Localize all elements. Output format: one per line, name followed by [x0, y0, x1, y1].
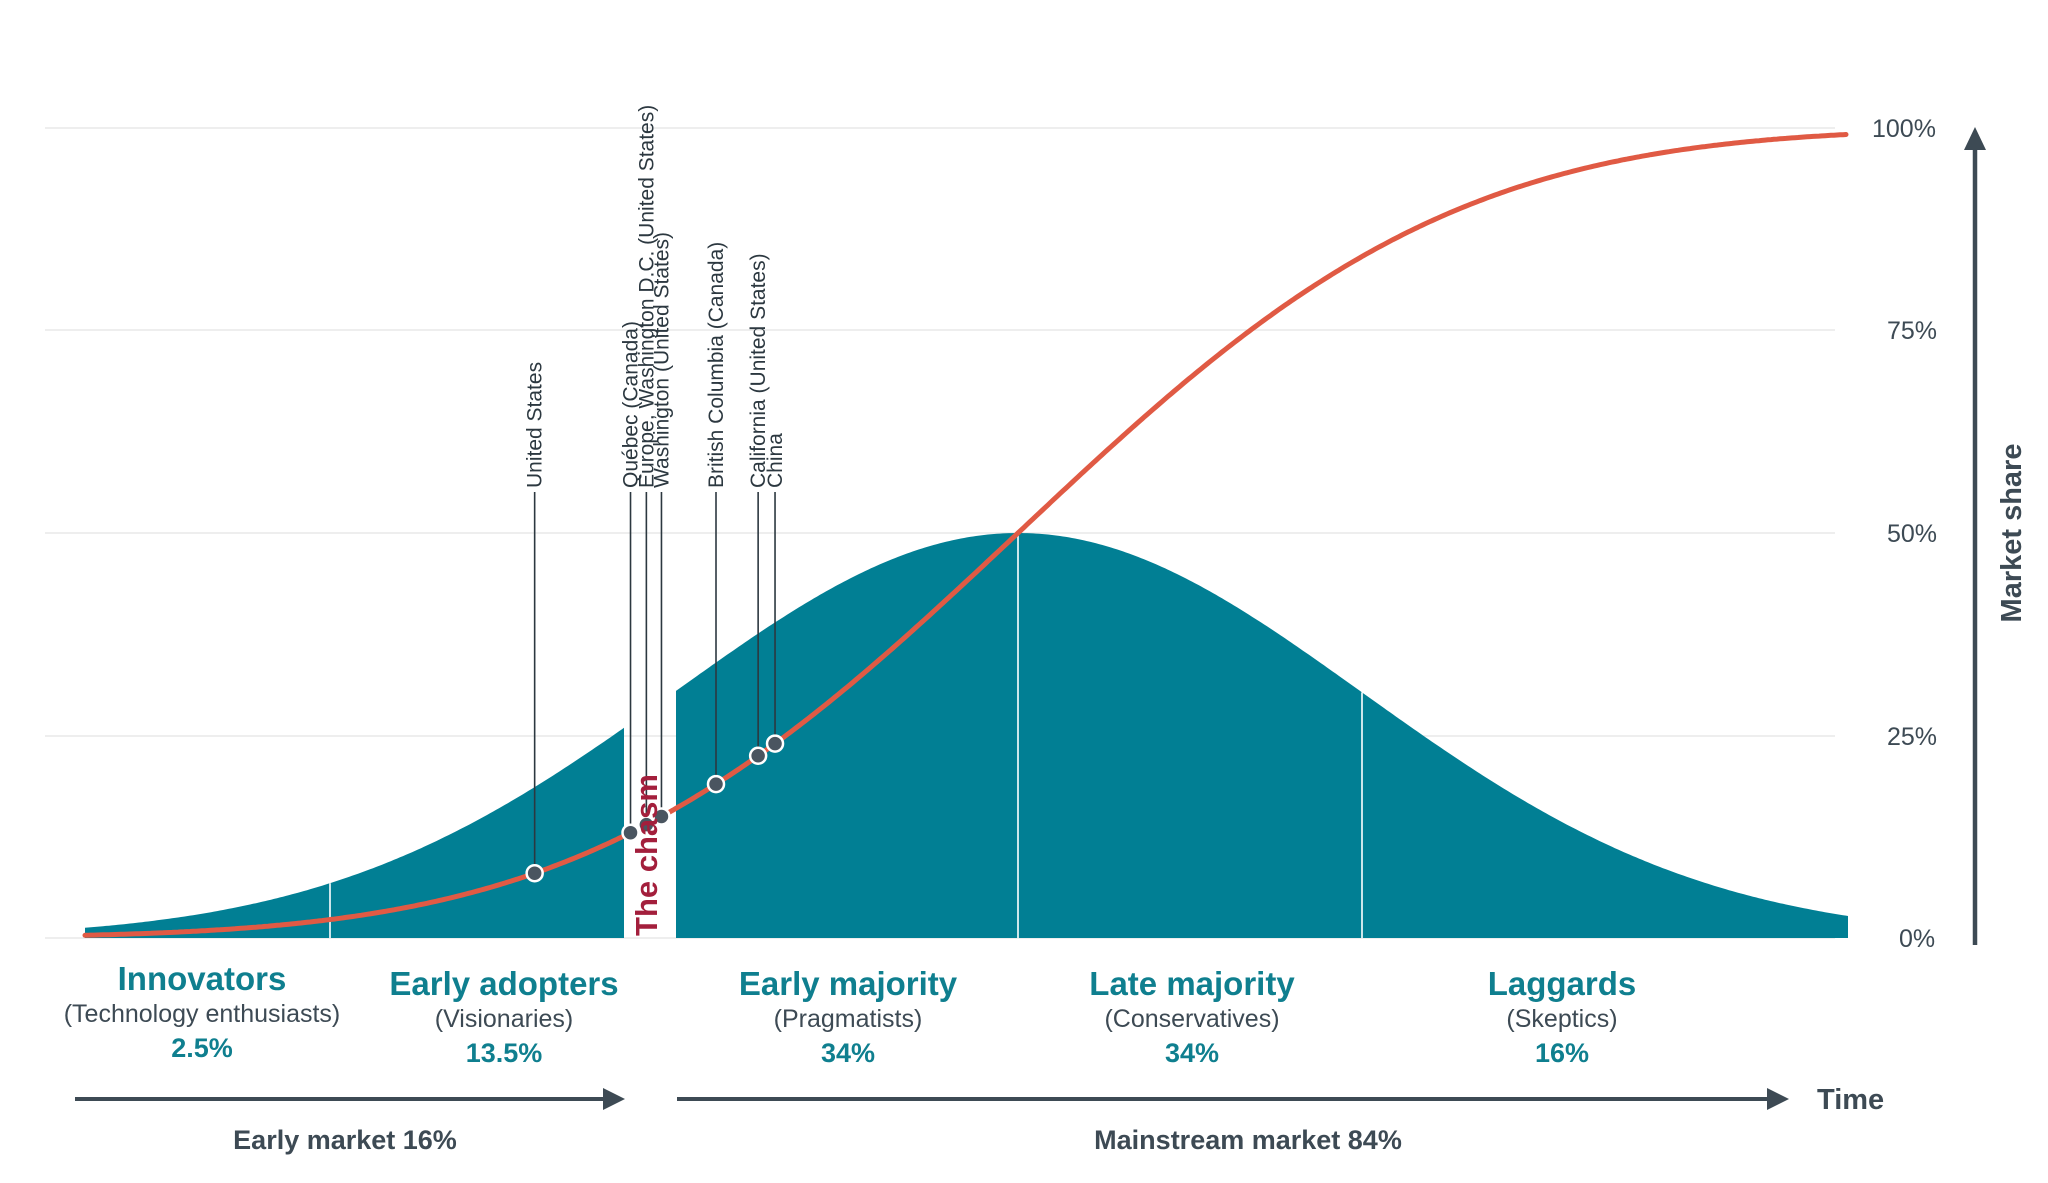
annotation-dot: [748, 746, 768, 765]
category-name: Early majority: [739, 965, 958, 1002]
category-subtitle: (Skeptics): [1506, 1005, 1617, 1033]
annotation-dot: [706, 774, 726, 794]
annotation-label: Québec (Canada): [620, 321, 643, 488]
category-subtitle: (Pragmatists): [774, 1005, 923, 1033]
x-axis-label: Time: [1817, 1084, 1884, 1116]
tick-50: 50%: [1887, 520, 1937, 548]
category-percent: 2.5%: [171, 1033, 233, 1063]
y-axis-label: Market share: [1996, 444, 2028, 623]
bell-curve-mainstream-market: [676, 533, 1848, 938]
annotation-dot: [765, 734, 785, 753]
category-name: Late majority: [1089, 965, 1295, 1002]
category-laggards: Laggards (Skeptics) 16%: [1488, 965, 1637, 1068]
category-subtitle: (Conservatives): [1104, 1005, 1279, 1033]
annotation-label: United States: [524, 362, 547, 488]
category-innovators: Innovators (Technology enthusiasts) 2.5%: [64, 960, 341, 1063]
category-percent: 13.5%: [466, 1038, 543, 1068]
category-early-majority: Early majority (Pragmatists) 34%: [739, 965, 958, 1068]
annotation-label: Washington (United States): [651, 232, 674, 488]
mainstream-market-arrow: [677, 1088, 1789, 1110]
cumulative-adoption-curve: [82, 132, 1849, 938]
segment-dividers: [329, 533, 1363, 938]
tick-75: 75%: [1887, 317, 1937, 345]
category-percent: 34%: [821, 1038, 875, 1068]
y-axis-arrow: [1964, 127, 1986, 945]
category-subtitle: (Technology enthusiasts): [64, 1000, 341, 1028]
annotation-dot: [525, 863, 544, 883]
annotation-dot: [652, 807, 671, 826]
tick-0: 0%: [1899, 925, 1935, 953]
annotation-labels: United States Québec (Canada)Europe, Wash…: [524, 105, 787, 488]
annotation-dot: [637, 815, 656, 834]
annotation-dot: [621, 823, 640, 842]
bell-curve-early-market: [85, 727, 624, 938]
mainstream-market-label: Mainstream market 84%: [1094, 1125, 1402, 1155]
annotation-label: California (United States): [747, 253, 770, 488]
annotation-label: Europe, Washington D.C. (United States): [635, 105, 658, 488]
category-subtitle: (Visionaries): [435, 1005, 573, 1033]
category-percent: 34%: [1165, 1038, 1219, 1068]
annotation-lines: [533, 492, 776, 874]
category-name: Innovators: [118, 960, 287, 997]
y-axis-ticks: 100% 75% 50% 25% 0%: [1872, 115, 1937, 953]
tick-100: 100%: [1872, 115, 1936, 143]
category-percent: 16%: [1535, 1038, 1589, 1068]
annotation-label: British Columbia (Canada): [705, 242, 728, 488]
tick-25: 25%: [1887, 723, 1937, 751]
early-market-arrow: [75, 1088, 625, 1110]
early-market-label: Early market 16%: [233, 1125, 457, 1155]
category-name: Laggards: [1488, 965, 1637, 1002]
category-early-adopters: Early adopters (Visionaries) 13.5%: [389, 965, 618, 1068]
category-late-majority: Late majority (Conservatives) 34%: [1089, 965, 1295, 1068]
annotation-markers: [525, 734, 785, 883]
annotation-label: China: [764, 433, 787, 488]
category-name: Early adopters: [389, 965, 618, 1002]
chasm-label: The chasm: [629, 774, 664, 936]
